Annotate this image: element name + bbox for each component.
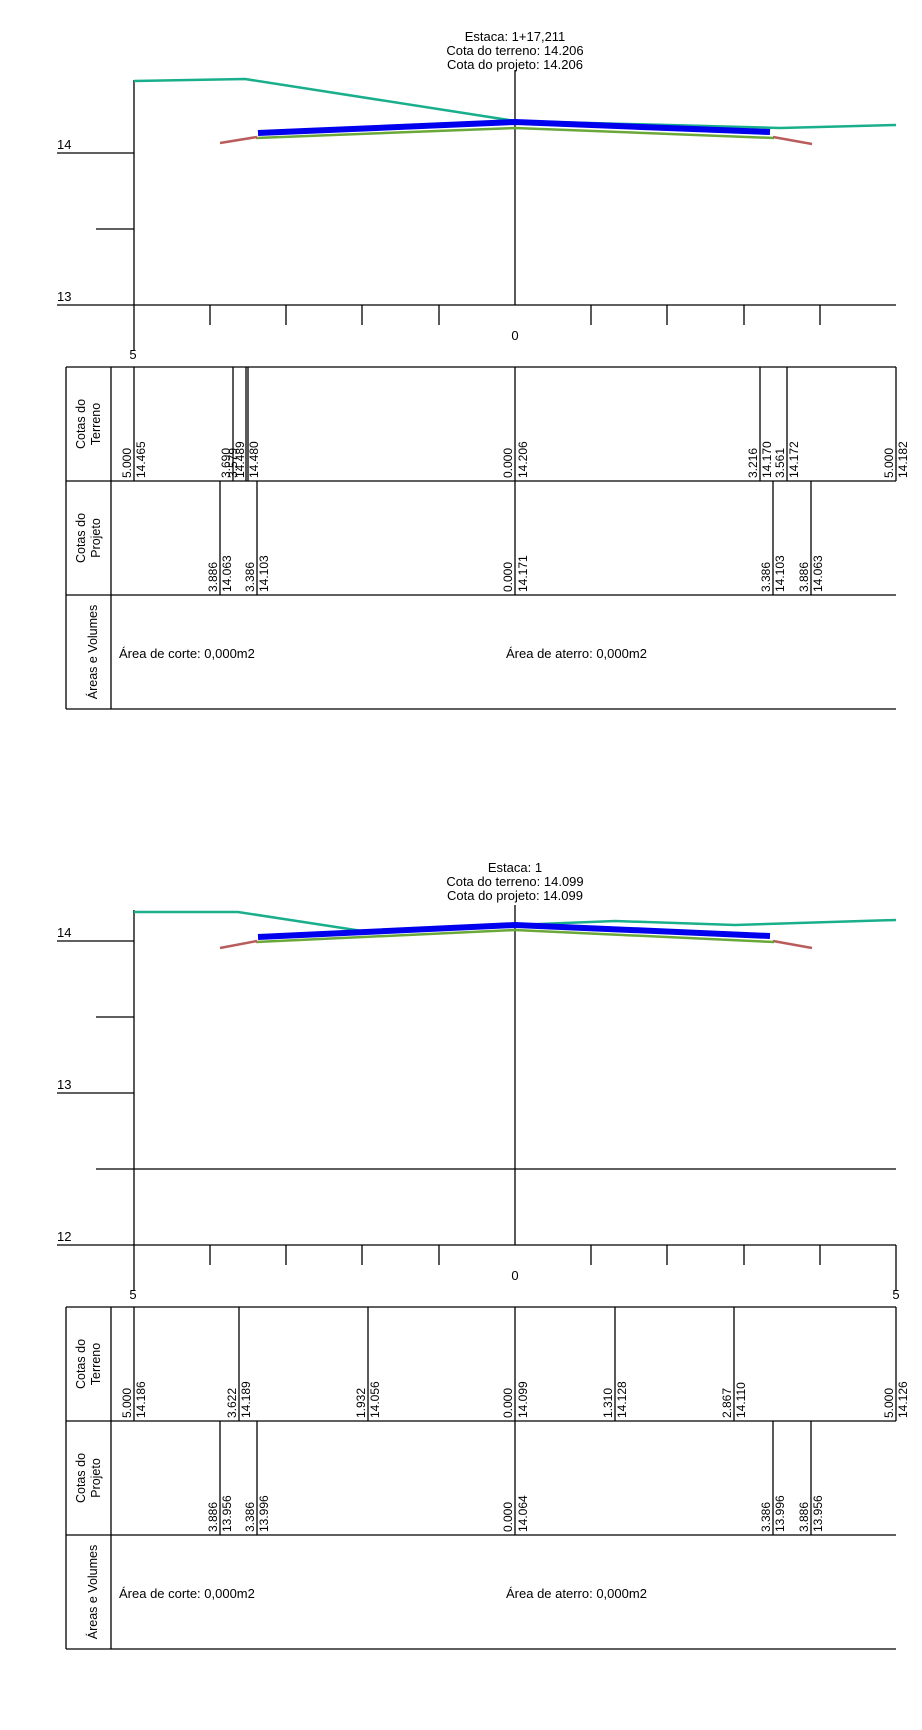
terrain-elevation: 14.465 xyxy=(134,441,148,478)
project-distance: 3.386 xyxy=(243,562,257,592)
project-distance: 3.886 xyxy=(206,562,220,592)
subgrade-line xyxy=(255,928,775,944)
project-elevation-label: Cota do projeto: 14.099 xyxy=(447,888,583,903)
project-distance: 3.886 xyxy=(206,1502,220,1532)
terrain-distance: 0.000 xyxy=(501,1388,515,1418)
x-tick-label: 5 xyxy=(129,1287,136,1302)
row-title-projeto: Projeto xyxy=(89,1458,103,1498)
row-title-terreno: Terreno xyxy=(89,1343,103,1385)
area-corte-label: Área de corte: 0,000m2 xyxy=(119,646,255,661)
row-title-projeto: Cotas do xyxy=(74,513,88,563)
terrain-distance: 3.579 xyxy=(226,448,240,478)
y-tick-label: 13 xyxy=(57,1077,71,1092)
terrain-elevation: 14.170 xyxy=(760,441,774,478)
terrain-distance: 5.000 xyxy=(882,1388,896,1418)
area-corte-label: Área de corte: 0,000m2 xyxy=(119,1586,255,1601)
row-title-projeto: Cotas do xyxy=(74,1453,88,1503)
project-elevation: 13.956 xyxy=(811,1495,825,1532)
project-elevation: 14.063 xyxy=(811,555,825,592)
project-distance: 3.386 xyxy=(759,1502,773,1532)
row-title-projeto: Projeto xyxy=(89,518,103,558)
subgrade-line xyxy=(255,126,775,140)
terrain-elevation: 14.182 xyxy=(896,441,910,478)
project-elevation: 13.996 xyxy=(773,1495,787,1532)
project-elevation: 14.064 xyxy=(516,1495,530,1532)
x-tick-label: 5 xyxy=(892,1287,899,1302)
row-title-areas: Áreas e Volumes xyxy=(85,605,100,700)
project-elevation: 14.063 xyxy=(220,555,234,592)
terrain-distance: 0.000 xyxy=(501,448,515,478)
terrain-distance: 2.867 xyxy=(720,1388,734,1418)
project-distance: 0.000 xyxy=(501,1502,515,1532)
project-elevation: 14.103 xyxy=(773,555,787,592)
terrain-distance: 3.622 xyxy=(225,1388,239,1418)
project-elevation: 14.171 xyxy=(516,555,530,592)
terrain-distance: 5.000 xyxy=(882,448,896,478)
left-slope-line xyxy=(219,135,258,145)
plot-axes xyxy=(57,70,896,350)
terrain-elevation-label: Cota do terreno: 14.206 xyxy=(446,43,583,58)
terrain-elevation: 14.099 xyxy=(516,1381,530,1418)
terrain-distance: 5.000 xyxy=(120,1388,134,1418)
x-tick-label: 0 xyxy=(511,328,518,343)
station-label: Estaca: 1 xyxy=(488,860,542,875)
project-distance: 0.000 xyxy=(501,562,515,592)
left-slope-line xyxy=(219,939,258,950)
terrain-distance: 5.000 xyxy=(120,448,134,478)
terrain-distance: 3.690 xyxy=(219,448,233,478)
row-title-terreno: Terreno xyxy=(89,403,103,445)
area-aterro-label: Área de aterro: 0,000m2 xyxy=(506,646,647,661)
station-label: Estaca: 1+17,211 xyxy=(465,29,566,44)
terrain-distance: 1.932 xyxy=(354,1388,368,1418)
project-distance: 3.886 xyxy=(797,1502,811,1532)
x-tick-label: 5 xyxy=(129,347,136,362)
terrain-elevation: 14.110 xyxy=(734,1382,748,1418)
project-elevation: 13.956 xyxy=(220,1495,234,1532)
terrain-elevation: 14.128 xyxy=(615,1381,629,1418)
terrain-elevation: 14.186 xyxy=(134,1381,148,1418)
project-elevation: 14.103 xyxy=(257,555,271,592)
project-elevation-label: Cota do projeto: 14.206 xyxy=(447,57,583,72)
cross-section-1: Estaca: 1+17,211 Cota do terreno: 14.206… xyxy=(57,29,910,710)
terrain-elevation: 14.489 xyxy=(233,441,247,478)
y-tick-label: 12 xyxy=(57,1229,71,1244)
y-tick-label: 13 xyxy=(57,289,71,304)
terrain-elevation: 14.126 xyxy=(896,1381,910,1418)
x-tick-label: 0 xyxy=(511,1268,518,1283)
plot-axes xyxy=(57,905,897,1290)
terrain-elevation: 14.056 xyxy=(368,1381,382,1418)
project-distance: 3.386 xyxy=(759,562,773,592)
project-elevation: 13.996 xyxy=(257,1495,271,1532)
pavement-line xyxy=(257,119,771,136)
terrain-elevation: 14.189 xyxy=(239,1381,253,1418)
y-tick-label: 14 xyxy=(57,925,71,940)
row-title-terreno: Cotas do xyxy=(74,1339,88,1389)
y-tick-label: 14 xyxy=(57,137,71,152)
area-aterro-label: Área de aterro: 0,000m2 xyxy=(506,1586,647,1601)
right-slope-line xyxy=(772,939,813,950)
project-distance: 3.386 xyxy=(243,1502,257,1532)
terrain-elevation: 14.172 xyxy=(787,441,801,478)
data-table xyxy=(65,1306,897,1650)
project-distance: 3.886 xyxy=(797,562,811,592)
terrain-elevation: 14.480 xyxy=(247,441,261,478)
data-table xyxy=(65,366,897,710)
right-slope-line xyxy=(772,135,813,146)
cross-section-2: Estaca: 1 Cota do terreno: 14.099 Cota d… xyxy=(57,860,910,1650)
terrain-distance: 3.216 xyxy=(746,448,760,478)
row-title-areas: Áreas e Volumes xyxy=(85,1545,100,1640)
terrain-elevation: 14.206 xyxy=(516,441,530,478)
row-title-terreno: Cotas do xyxy=(74,399,88,449)
terrain-distance: 3.561 xyxy=(773,448,787,478)
terrain-elevation-label: Cota do terreno: 14.099 xyxy=(446,874,583,889)
pavement-line xyxy=(257,922,771,940)
terrain-distance: 1.310 xyxy=(601,1388,615,1418)
